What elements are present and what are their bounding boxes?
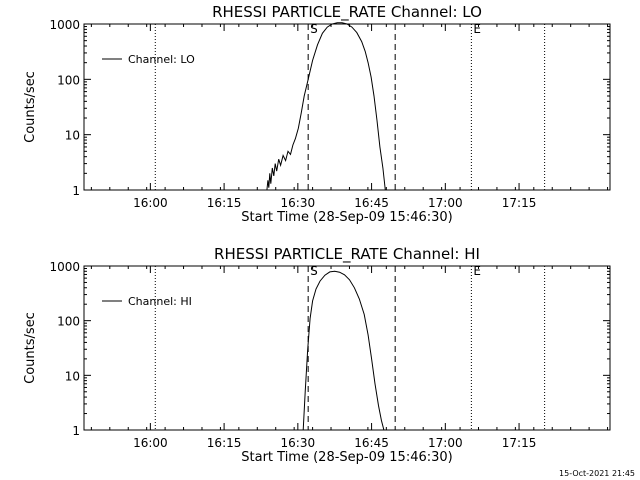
panel-1-x-tick-label: 16:00 — [133, 196, 168, 210]
panel-2-y-tick-label: 1 — [72, 424, 80, 438]
panel-2-chart-title: RHESSI PARTICLE_RATE Channel: HI — [214, 245, 480, 264]
panel-1-legend-label: Channel: LO — [128, 53, 195, 66]
panel-2-y-axis-label: Counts/sec — [23, 312, 38, 384]
panel-2-plot-frame — [83, 265, 611, 431]
panel-2-x-tick-label: 16:45 — [354, 436, 389, 450]
panel-1-y-tick-label: 1000 — [49, 18, 80, 32]
panel-2-x-tick-label: 16:30 — [281, 436, 316, 450]
panel-2-y-tick-label: 100 — [57, 315, 80, 329]
panel-2-marker-label: E — [473, 264, 481, 278]
panel-1-plot-frame — [83, 23, 611, 191]
panel-2-x-tick-label: 16:00 — [133, 436, 168, 450]
panel-2-x-tick-label: 17:15 — [502, 436, 537, 450]
panel-2-series-line — [302, 270, 385, 431]
panel-2-legend-label: Channel: HI — [128, 295, 192, 308]
panel-1-x-axis-label: Start Time (28-Sep-09 15:46:30) — [241, 210, 452, 225]
panel-2-x-tick-label: 16:15 — [207, 436, 242, 450]
panel-1-x-tick-label: 16:15 — [207, 196, 242, 210]
panel-1-y-axis-label: Counts/sec — [23, 71, 38, 143]
panel-1-y-tick-label: 10 — [65, 129, 80, 143]
panel-1-x-tick-label: 17:15 — [502, 196, 537, 210]
panel-2-x-tick-label: 17:00 — [428, 436, 463, 450]
panel-1-marker-label: E — [473, 22, 481, 36]
panel-2-y-tick-label: 1000 — [49, 260, 80, 274]
panel-2-y-tick-label: 10 — [65, 369, 80, 383]
panel-1-marker-label: S — [310, 22, 318, 36]
panel-1-x-tick-label: 16:45 — [354, 196, 389, 210]
panel-2-marker-label: S — [310, 264, 318, 278]
panel-2-x-axis-label: Start Time (28-Sep-09 15:46:30) — [241, 450, 452, 465]
panel-1-x-tick-label: 17:00 — [428, 196, 463, 210]
panel-1-x-tick-label: 16:30 — [281, 196, 316, 210]
panel-1-series-line — [266, 22, 386, 191]
panel-1-chart-title: RHESSI PARTICLE_RATE Channel: LO — [212, 3, 482, 22]
panel-1-y-tick-label: 1 — [72, 184, 80, 198]
panel-1-y-tick-label: 100 — [57, 73, 80, 87]
